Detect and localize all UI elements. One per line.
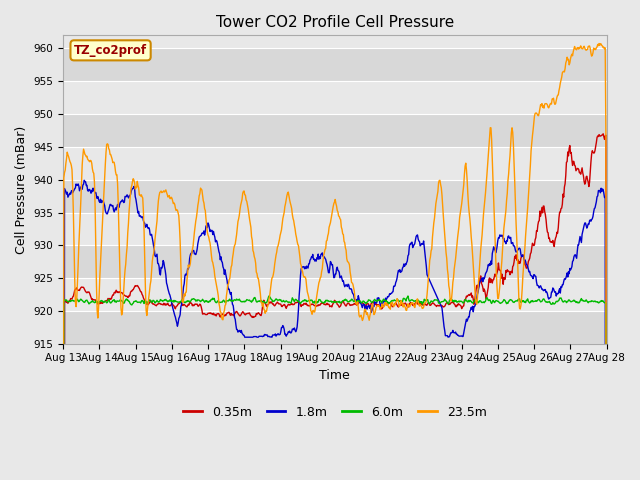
Bar <box>63 114 607 147</box>
Title: Tower CO2 Profile Cell Pressure: Tower CO2 Profile Cell Pressure <box>216 15 454 30</box>
Bar <box>63 245 607 278</box>
Text: TZ_co2prof: TZ_co2prof <box>74 44 147 57</box>
X-axis label: Time: Time <box>319 369 350 382</box>
Bar <box>63 81 607 114</box>
Bar <box>63 213 607 245</box>
Bar <box>63 48 607 81</box>
Y-axis label: Cell Pressure (mBar): Cell Pressure (mBar) <box>15 125 28 253</box>
Bar <box>63 311 607 344</box>
Legend: 0.35m, 1.8m, 6.0m, 23.5m: 0.35m, 1.8m, 6.0m, 23.5m <box>178 401 492 424</box>
Bar <box>63 278 607 311</box>
Bar <box>63 180 607 213</box>
Bar <box>63 147 607 180</box>
